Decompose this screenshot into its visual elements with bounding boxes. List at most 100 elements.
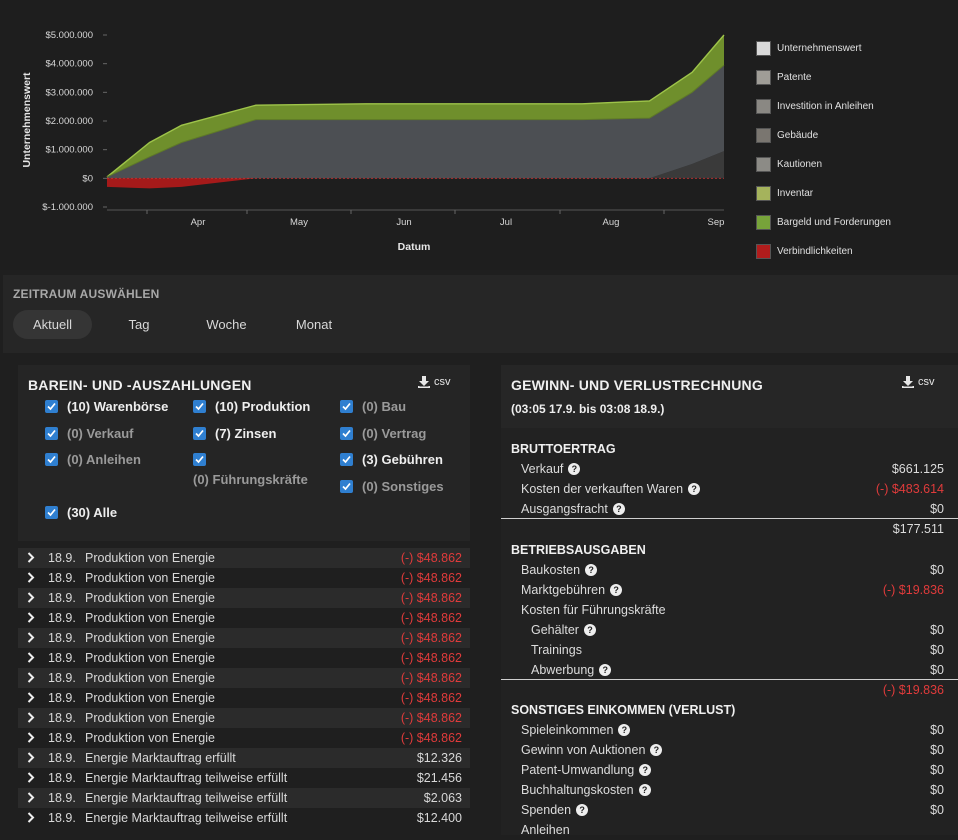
transaction-row[interactable]: 18.9. Produktion von Energie (-) $48.862 — [18, 648, 470, 668]
filter-label: (10) Warenbörse — [67, 399, 169, 414]
pl-line-label-wrap: Gehälter? — [531, 623, 596, 637]
period-option-monat[interactable]: Monat — [295, 317, 333, 332]
transaction-row[interactable]: 18.9. Produktion von Energie (-) $48.862 — [18, 668, 470, 688]
help-icon[interactable]: ? — [639, 764, 652, 776]
filter-checkbox[interactable]: (0) Anleihen — [45, 452, 141, 467]
chevron-right-icon[interactable] — [27, 592, 35, 606]
checkbox-checked-icon[interactable] — [45, 506, 58, 519]
chevron-right-icon[interactable] — [27, 652, 35, 666]
transaction-row[interactable]: 18.9. Produktion von Energie (-) $48.862 — [18, 548, 470, 568]
transaction-amount: (-) $48.862 — [400, 671, 462, 685]
filter-checkbox[interactable]: (0) Bau — [340, 399, 406, 414]
help-icon[interactable]: ? — [618, 724, 631, 736]
period-option-aktuell[interactable]: Aktuell — [13, 310, 92, 339]
chevron-right-icon[interactable] — [27, 612, 35, 626]
transaction-row[interactable]: 18.9. Energie Marktauftrag teilweise erfü… — [18, 788, 470, 808]
help-icon[interactable]: ? — [599, 663, 612, 676]
transaction-row[interactable]: 18.9. Produktion von Energie (-) $48.862 — [18, 728, 470, 748]
transaction-row[interactable]: 18.9. Energie Marktauftrag teilweise erfü… — [18, 768, 470, 788]
help-icon[interactable]: ? — [585, 563, 598, 576]
checkbox-checked-icon[interactable] — [193, 400, 206, 413]
checkbox-checked-icon[interactable] — [45, 427, 58, 440]
transaction-row[interactable]: 18.9. Produktion von Energie (-) $48.862 — [18, 568, 470, 588]
chevron-right-icon[interactable] — [27, 792, 35, 806]
legend-item[interactable]: Kautionen — [756, 150, 891, 179]
legend-item[interactable]: Bargeld und Forderungen — [756, 208, 891, 237]
filter-checkbox[interactable]: (0) Verkauf — [45, 426, 133, 441]
cashflow-panel: BAREIN- UND -AUSZAHLUNGEN csv (10) Waren… — [18, 365, 470, 541]
legend-item[interactable]: Unternehmenswert — [756, 34, 891, 63]
pl-subtotal-value: (-) $19.836 — [882, 682, 944, 697]
filter-checkbox[interactable]: (0) Führungskräfte — [193, 452, 308, 487]
chevron-right-icon[interactable] — [27, 572, 35, 586]
help-icon[interactable]: ? — [612, 503, 625, 515]
filter-checkbox[interactable]: (0) Sonstiges — [340, 479, 444, 494]
checkbox-checked-icon[interactable] — [340, 427, 353, 440]
chevron-right-icon[interactable] — [27, 772, 35, 786]
help-icon[interactable]: ? — [583, 623, 596, 636]
pl-line-item: Marktgebühren? (-) $19.836 — [501, 580, 958, 600]
checkbox-checked-icon[interactable] — [340, 480, 353, 493]
transaction-date: 18.9. — [48, 751, 76, 765]
pl-line-label: Kosten der verkauften Waren — [521, 482, 684, 496]
x-tick-label: May — [290, 217, 308, 228]
transaction-row[interactable]: 18.9. Energie Marktauftrag erfüllt $12.326 — [18, 748, 470, 768]
checkbox-checked-icon[interactable] — [340, 453, 353, 466]
filter-checkbox[interactable]: (10) Warenbörse — [45, 399, 168, 414]
help-icon[interactable]: ? — [650, 744, 663, 756]
chevron-right-icon[interactable] — [27, 752, 35, 766]
filter-label: (0) Vertrag — [362, 426, 427, 441]
filter-checkbox[interactable]: (0) Vertrag — [340, 426, 426, 441]
help-icon[interactable]: ? — [610, 583, 623, 596]
chevron-right-icon[interactable] — [27, 632, 35, 646]
transaction-row[interactable]: 18.9. Produktion von Energie (-) $48.862 — [18, 628, 470, 648]
help-icon[interactable]: ? — [688, 483, 701, 495]
csv-label: csv — [918, 376, 935, 388]
series-bargeld-area — [107, 35, 724, 177]
checkbox-checked-icon[interactable] — [193, 427, 206, 440]
chevron-right-icon[interactable] — [27, 812, 35, 826]
filter-checkbox[interactable]: (7) Zinsen — [193, 426, 276, 441]
checkbox-checked-icon[interactable] — [45, 453, 58, 466]
help-icon[interactable]: ? — [568, 463, 581, 475]
legend-label: Bargeld und Forderungen — [777, 217, 891, 228]
period-option-tag[interactable]: Tag — [128, 317, 150, 332]
filter-checkbox[interactable]: (10) Produktion — [193, 399, 310, 414]
filter-label: (0) Verkauf — [67, 426, 134, 441]
transaction-amount: (-) $48.862 — [400, 691, 462, 705]
legend-item[interactable]: Verbindlichkeiten — [756, 237, 891, 266]
checkbox-checked-icon[interactable] — [193, 453, 206, 466]
transaction-row[interactable]: 18.9. Produktion von Energie (-) $48.862 — [18, 688, 470, 708]
transaction-row[interactable]: 18.9. Produktion von Energie (-) $48.862 — [18, 708, 470, 728]
legend-item[interactable]: Inventar — [756, 179, 891, 208]
help-icon[interactable]: ? — [638, 784, 651, 796]
pl-line-label: Anleihen — [521, 823, 570, 837]
chevron-right-icon[interactable] — [27, 672, 35, 686]
transaction-date: 18.9. — [48, 771, 76, 785]
transaction-date: 18.9. — [48, 631, 76, 645]
legend-item[interactable]: Patente — [756, 63, 891, 92]
legend-item[interactable]: Gebäude — [756, 121, 891, 150]
transaction-row[interactable]: 18.9. Produktion von Energie (-) $48.862 — [18, 608, 470, 628]
chevron-right-icon[interactable] — [27, 732, 35, 746]
filter-checkbox[interactable]: (3) Gebühren — [340, 452, 443, 467]
help-icon[interactable]: ? — [576, 804, 589, 816]
pl-line-item: Abwerbung? $0 — [501, 660, 958, 680]
legend-label: Unternehmenswert — [777, 43, 862, 54]
pl-csv-button[interactable]: csv — [902, 376, 935, 388]
transaction-date: 18.9. — [48, 571, 76, 585]
cashflow-csv-button[interactable]: csv — [418, 376, 451, 388]
legend-item[interactable]: Investition in Anleihen — [756, 92, 891, 121]
checkbox-checked-icon[interactable] — [45, 400, 58, 413]
period-option-woche[interactable]: Woche — [206, 317, 247, 332]
transaction-date: 18.9. — [48, 591, 76, 605]
transaction-row[interactable]: 18.9. Produktion von Energie (-) $48.862 — [18, 588, 470, 608]
checkbox-checked-icon[interactable] — [340, 400, 353, 413]
chevron-right-icon[interactable] — [27, 552, 35, 566]
chevron-right-icon[interactable] — [27, 712, 35, 726]
chevron-right-icon[interactable] — [27, 692, 35, 706]
transaction-row[interactable]: 18.9. Energie Marktauftrag teilweise erfü… — [18, 808, 470, 828]
pl-line-item: Spieleinkommen? $0 — [501, 720, 958, 740]
series-verbindlichkeiten-area — [107, 178, 724, 189]
filter-checkbox[interactable]: (30) Alle — [45, 505, 117, 520]
